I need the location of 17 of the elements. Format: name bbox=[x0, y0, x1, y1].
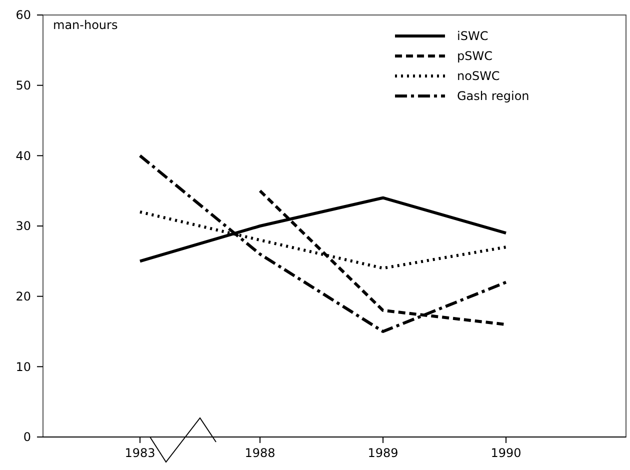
legend-label: Gash region bbox=[457, 89, 530, 104]
x-tick-label: 1988 bbox=[244, 446, 276, 460]
legend-label: pSWC bbox=[457, 49, 492, 64]
legend-label: noSWC bbox=[457, 69, 500, 84]
x-tick-label: 1989 bbox=[368, 446, 398, 460]
y-tick-label: 40 bbox=[16, 148, 31, 163]
line-series bbox=[138, 154, 508, 333]
y-tick-label: 20 bbox=[16, 290, 31, 304]
y-tick-label: 10 bbox=[16, 360, 31, 374]
x-tick-label: 1990 bbox=[490, 446, 522, 460]
y-tick-label: 0 bbox=[23, 430, 31, 444]
legend-label: iSWC bbox=[457, 29, 488, 44]
y-tick-label: 30 bbox=[16, 219, 31, 234]
y-tick-label: 60 bbox=[16, 8, 31, 22]
x-tick-label: 1983 bbox=[124, 446, 156, 460]
y-tick-label: 50 bbox=[16, 78, 31, 93]
y-axis-title: man-hours bbox=[53, 18, 118, 32]
